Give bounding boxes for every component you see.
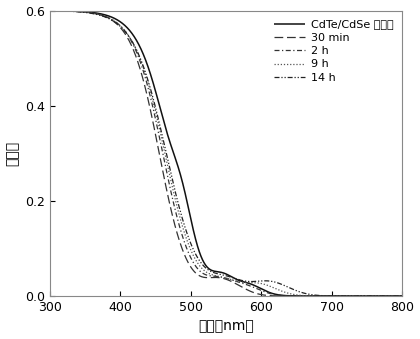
Y-axis label: 吸光度: 吸光度	[5, 141, 20, 166]
Line: 30 min: 30 min	[50, 11, 402, 296]
Line: 14 h: 14 h	[50, 11, 402, 296]
CdTe/CdSe 量子点	[219, 270, 224, 274]
14 h	[219, 273, 224, 277]
9 h	[47, 9, 52, 13]
Line: 2 h: 2 h	[50, 11, 402, 296]
9 h	[400, 294, 405, 298]
2 h	[325, 294, 330, 298]
30 min	[400, 294, 405, 298]
2 h	[210, 274, 215, 278]
CdTe/CdSe 量子点	[325, 294, 330, 298]
2 h	[389, 294, 394, 298]
14 h	[325, 294, 330, 298]
Line: CdTe/CdSe 量子点: CdTe/CdSe 量子点	[50, 11, 402, 296]
CdTe/CdSe 量子点	[210, 268, 215, 273]
9 h	[219, 275, 224, 279]
30 min	[66, 9, 71, 13]
9 h	[389, 294, 394, 298]
2 h	[47, 9, 52, 13]
30 min	[389, 294, 394, 298]
CdTe/CdSe 量子点	[47, 9, 52, 13]
2 h	[400, 294, 405, 298]
14 h	[389, 294, 394, 298]
CdTe/CdSe 量子点	[66, 9, 71, 13]
9 h	[210, 273, 215, 277]
Line: 9 h: 9 h	[50, 11, 402, 296]
9 h	[390, 294, 395, 298]
2 h	[66, 9, 71, 13]
9 h	[66, 9, 71, 13]
Legend: CdTe/CdSe 量子点, 30 min, 2 h, 9 h, 14 h: CdTe/CdSe 量子点, 30 min, 2 h, 9 h, 14 h	[271, 16, 397, 86]
14 h	[390, 294, 395, 298]
14 h	[66, 9, 71, 13]
30 min	[219, 276, 224, 280]
14 h	[400, 294, 405, 298]
30 min	[210, 276, 215, 280]
2 h	[390, 294, 395, 298]
30 min	[390, 294, 395, 298]
9 h	[325, 294, 330, 298]
14 h	[47, 9, 52, 13]
CdTe/CdSe 量子点	[389, 294, 394, 298]
X-axis label: 波长（nm）: 波长（nm）	[198, 319, 254, 334]
CdTe/CdSe 量子点	[400, 294, 405, 298]
30 min	[47, 8, 52, 13]
30 min	[325, 294, 330, 298]
14 h	[210, 270, 215, 274]
2 h	[219, 275, 224, 279]
CdTe/CdSe 量子点	[390, 294, 395, 298]
